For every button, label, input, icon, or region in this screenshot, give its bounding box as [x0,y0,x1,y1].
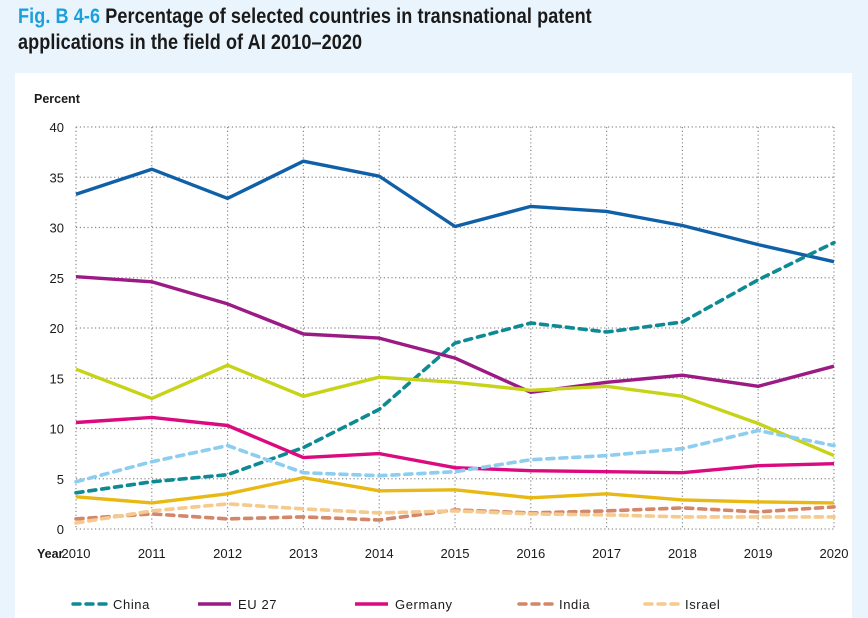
legend: China EU 27 Germany India Israel [71,597,720,612]
series-unlabeled-5 [74,428,836,484]
series-line [74,502,836,525]
figure-label: Fig. B 4-6 [18,5,101,28]
x-tick-label: 2014 [365,546,394,561]
x-tick-label: 2015 [441,546,470,561]
series-lines [74,159,836,525]
x-tick-label: 2011 [138,546,166,561]
legend-item-eu-27: EU 27 [198,597,277,612]
x-tick-label: 2017 [592,546,621,561]
series-india [74,505,836,522]
y-tick-label: 0 [57,522,64,537]
legend-label: India [559,597,590,612]
title-line-2: applications in the field of AI 2010–202… [18,31,363,54]
y-tick-label: 25 [50,271,64,286]
y-tick-label: 5 [57,472,64,487]
series-china [74,240,836,495]
x-tick-label: 2016 [516,546,545,561]
x-tick-label: 2010 [62,546,91,561]
y-tick-label: 30 [50,221,64,236]
x-tick-label: 2019 [744,546,773,561]
title-line-1: Percentage of selected countries in tran… [105,5,592,28]
legend-item-germany: Germany [355,597,453,612]
legend-item-china: China [71,597,150,612]
legend-label: Germany [395,597,453,612]
chart-panel: Percent Year 0 5 10 15 20 25 30 35 40 2010 2011 20… [15,73,852,618]
series-eu-27 [75,275,835,394]
legend-item-israel: Israel [643,597,720,612]
x-tick-label: 2013 [289,546,318,561]
legend-label: Israel [685,597,720,612]
series-line [75,415,835,475]
x-tick-labels: 2010 2011 2012 2013 2014 2015 2016 2017 2018 2019… [62,546,849,561]
legend-label: China [113,597,150,612]
grid-lines [75,126,835,530]
legend-item-india: India [517,597,590,612]
x-tick-label: 2020 [820,546,849,561]
x-tick-label: 2018 [668,546,697,561]
chart-title: Fig. B 4-6 Percentage of selected countr… [18,4,844,56]
series-germany [75,415,835,475]
y-tick-labels: 0 5 10 15 20 25 30 35 40 [50,120,64,537]
series-unlabeled-0 [75,159,835,264]
y-tick-label: 10 [50,422,64,437]
y-axis-title: Percent [34,92,81,106]
series-unlabeled-6 [75,476,835,505]
x-axis-title: Year [37,547,64,561]
series-unlabeled-3 [75,363,835,458]
y-tick-label: 20 [50,321,64,336]
series-israel [74,502,836,525]
y-tick-label: 40 [50,120,64,135]
series-line [74,428,836,484]
legend-label: EU 27 [238,597,277,612]
y-tick-label: 15 [50,371,64,386]
series-line [74,505,836,522]
x-tick-label: 2012 [213,546,242,561]
y-tick-label: 35 [50,170,64,185]
